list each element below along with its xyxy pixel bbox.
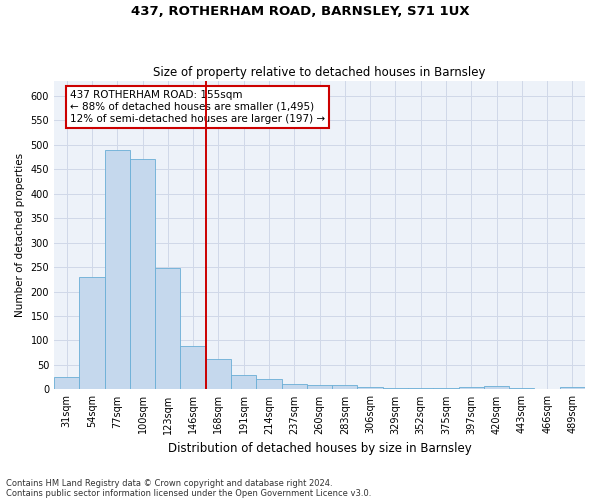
Bar — [79, 277, 104, 390]
Bar — [256, 378, 281, 390]
Text: Contains HM Land Registry data © Crown copyright and database right 2024.: Contains HM Land Registry data © Crown c… — [6, 478, 332, 488]
Bar — [509, 388, 535, 390]
Title: Size of property relative to detached houses in Barnsley: Size of property relative to detached ho… — [153, 66, 486, 78]
Text: 437, ROTHERHAM ROAD, BARNSLEY, S71 1UX: 437, ROTHERHAM ROAD, BARNSLEY, S71 1UX — [131, 5, 469, 18]
Bar — [408, 388, 433, 390]
Bar — [104, 150, 130, 390]
Bar — [181, 346, 206, 390]
Bar — [458, 387, 484, 390]
Bar — [484, 386, 509, 390]
Text: Contains public sector information licensed under the Open Government Licence v3: Contains public sector information licen… — [6, 488, 371, 498]
Bar — [231, 374, 256, 390]
Bar — [307, 384, 332, 390]
Bar — [560, 388, 585, 390]
Bar — [358, 387, 383, 390]
Bar — [54, 377, 79, 390]
Bar — [433, 388, 458, 390]
Bar — [130, 160, 155, 390]
Bar — [206, 359, 231, 390]
Text: 437 ROTHERHAM ROAD: 155sqm
← 88% of detached houses are smaller (1,495)
12% of s: 437 ROTHERHAM ROAD: 155sqm ← 88% of deta… — [70, 90, 325, 124]
Bar — [332, 384, 358, 390]
Bar — [383, 388, 408, 390]
Bar — [281, 384, 307, 390]
Y-axis label: Number of detached properties: Number of detached properties — [15, 153, 25, 318]
X-axis label: Distribution of detached houses by size in Barnsley: Distribution of detached houses by size … — [167, 442, 472, 455]
Bar — [155, 268, 181, 390]
